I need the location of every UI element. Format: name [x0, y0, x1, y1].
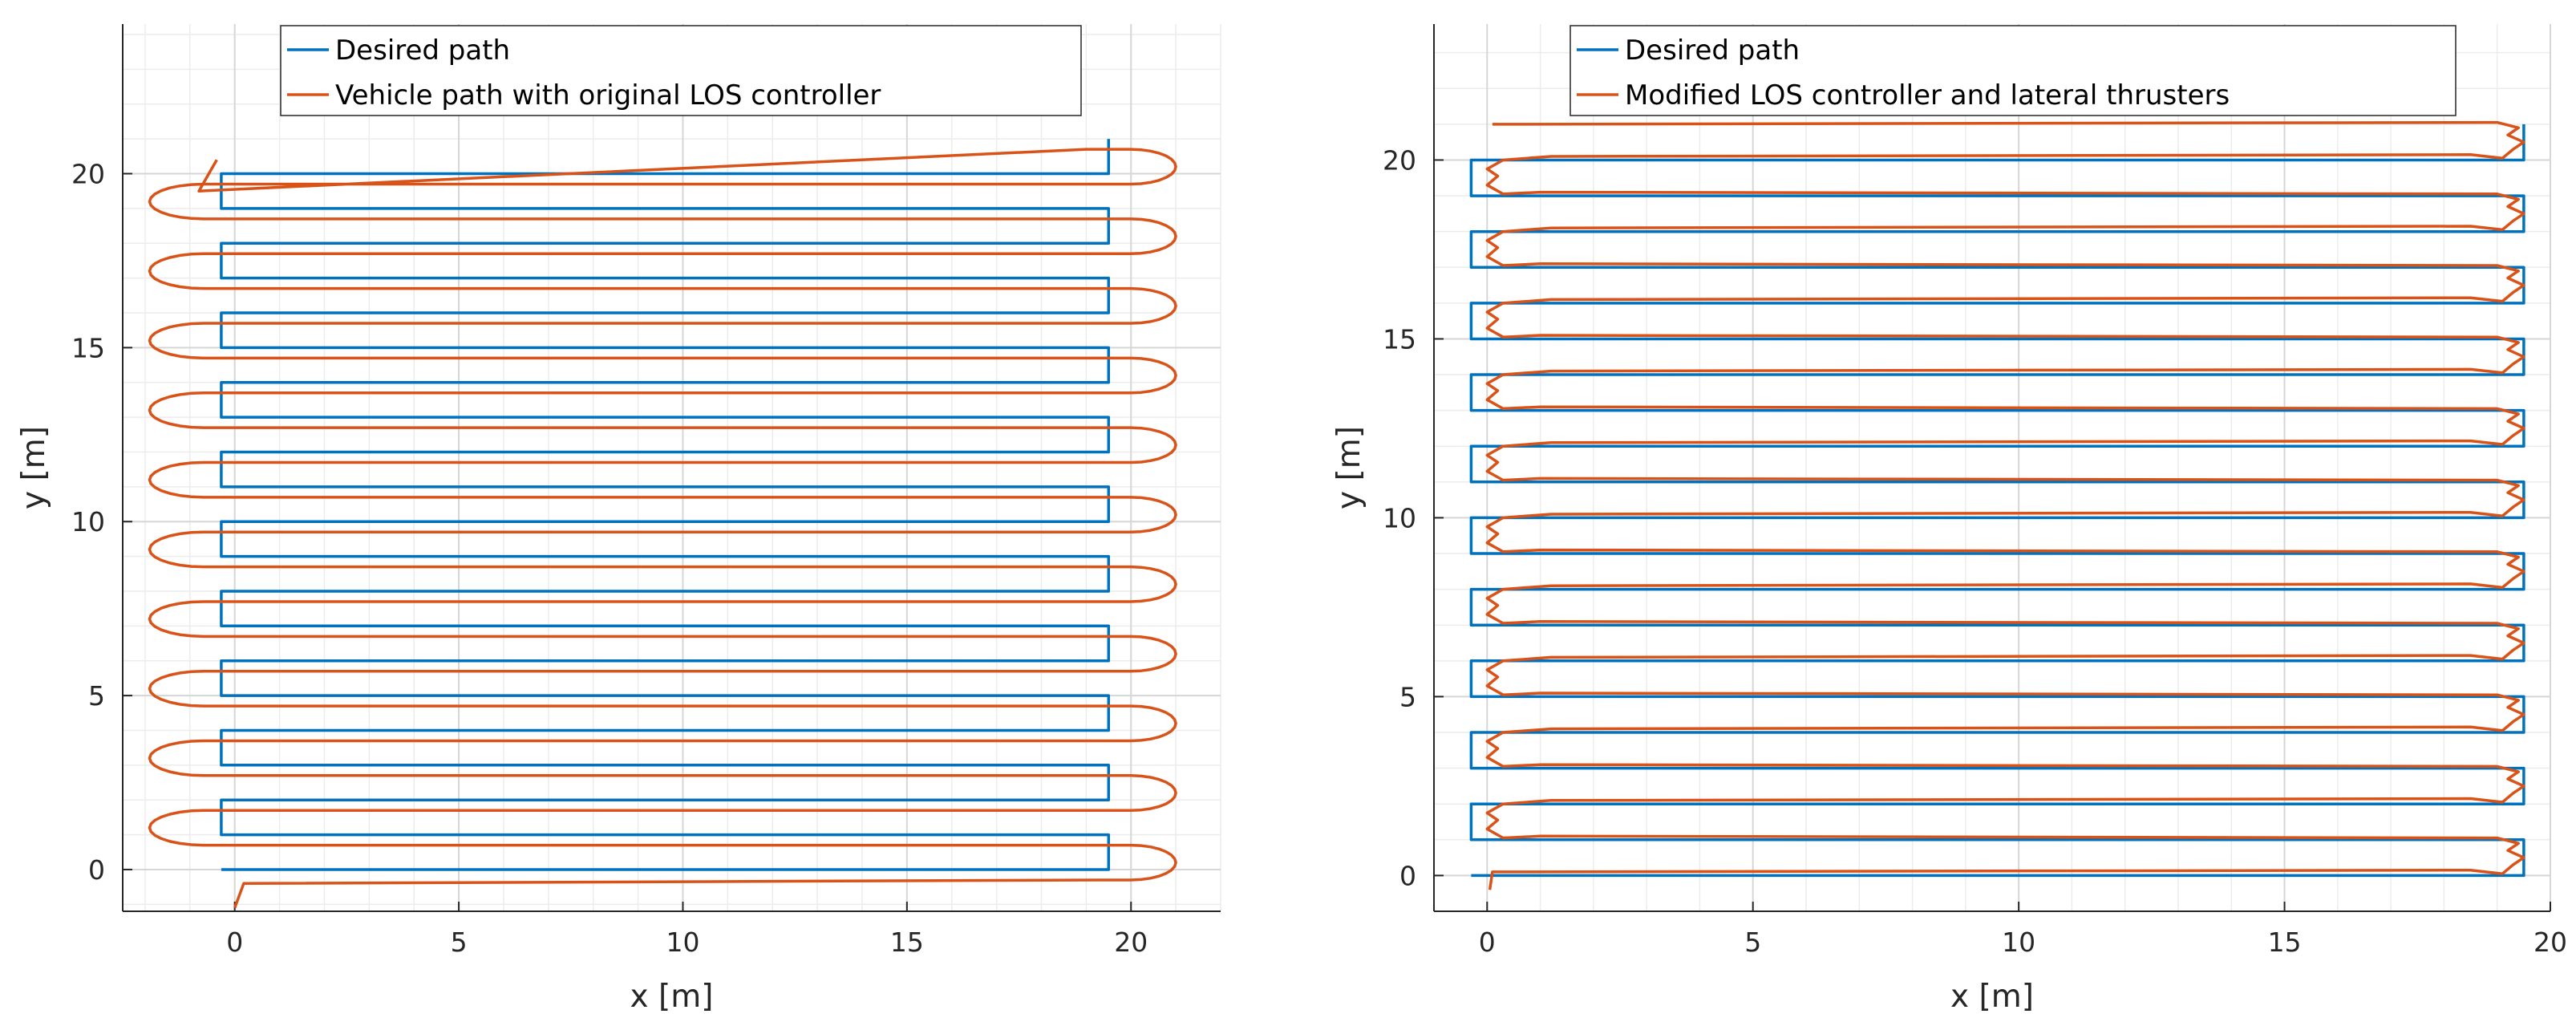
plot-area [123, 24, 1221, 911]
x-tick-label: 20 [2533, 927, 2567, 958]
y-tick-label: 0 [88, 854, 105, 886]
x-tick-label: 0 [1479, 927, 1496, 958]
x-tick-label: 15 [2268, 927, 2302, 958]
y-tick-label: 20 [71, 159, 105, 190]
y-axis-label: y [m] [16, 426, 52, 509]
x-axis-label: x [m] [1950, 979, 2034, 1015]
y-axis-label: y [m] [1331, 426, 1367, 509]
x-tick-label: 20 [1114, 927, 1148, 958]
x-tick-label: 10 [2002, 927, 2035, 958]
y-tick-label: 15 [1383, 323, 1416, 355]
legend: Desired path Vehicle path with original L… [280, 25, 1082, 116]
chart-right: 0 5 10 15 20 0 5 10 15 20 x [m] y [m] Desired path Mo… [1331, 24, 2567, 1015]
y-tick-label: 10 [1383, 502, 1416, 533]
y-tick-label: 5 [1399, 681, 1416, 712]
y-tick-label: 20 [1383, 144, 1416, 176]
y-tick-label: 5 [88, 680, 105, 712]
chart-left: 0 5 10 15 20 0 5 10 15 20 x [m] y [m] Desired path Ve… [16, 24, 1221, 1015]
legend-entry-label: Desired path [335, 34, 510, 67]
x-tick-label: 0 [226, 927, 243, 958]
legend-entry-label: Vehicle path with original LOS controlle… [335, 79, 881, 112]
legend-entry-label: Desired path [1625, 34, 1800, 67]
series-line-vehicle-path [148, 148, 1177, 909]
legend: Desired path Modified LOS controller and … [1569, 25, 2457, 116]
y-tick-label: 0 [1399, 860, 1416, 891]
series-line-desired-path [220, 139, 1111, 871]
legend-entry-label: Modified LOS controller and lateral thru… [1625, 79, 2230, 112]
x-tick-label: 5 [1744, 927, 1761, 958]
y-tick-label: 15 [71, 332, 105, 363]
legend-box [280, 25, 1082, 116]
series-line-desired-path [1469, 124, 2525, 878]
legend-box [1569, 25, 2457, 116]
x-axis-label: x [m] [630, 979, 714, 1015]
x-tick-label: 15 [890, 927, 924, 958]
x-tick-label: 10 [666, 927, 699, 958]
y-tick-label: 10 [71, 506, 105, 537]
series-line-vehicle-path [1485, 120, 2525, 890]
x-tick-label: 5 [451, 927, 468, 958]
